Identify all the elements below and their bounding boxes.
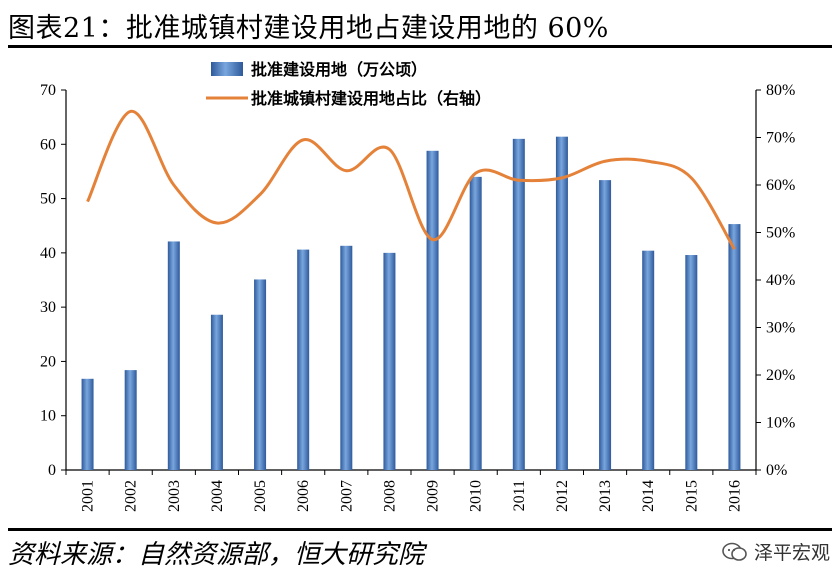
wechat-icon — [722, 542, 747, 561]
bar — [599, 180, 612, 470]
combo-chart: 0 10 20 30 40 50 60 70 0% 10% 20% 30% 40% 50% 60% 70% 80… — [40, 60, 795, 512]
x-tick-label: 2005 — [252, 480, 269, 512]
bar — [685, 255, 698, 470]
bar — [426, 150, 439, 471]
legend-bar-label: 批准建设用地（万公顷） — [251, 60, 427, 79]
right-tick-label: 20% — [766, 367, 795, 384]
bar — [81, 378, 94, 470]
right-tick-label: 10% — [766, 415, 795, 432]
chart-title: 图表21：批准城镇村建设用地占建设用地的 60% — [8, 13, 609, 44]
bar — [728, 224, 741, 470]
x-tick-label: 2010 — [468, 480, 485, 512]
bar-series-group — [81, 136, 741, 471]
right-tick-label: 70% — [766, 130, 795, 147]
x-tick-label: 2003 — [166, 480, 183, 512]
x-tick-label: 2001 — [80, 480, 97, 512]
x-tick-label: 2012 — [554, 480, 571, 512]
axes-group: 0 10 20 30 40 50 60 70 0% 10% 20% 30% 40% 50% 60% 70% 80… — [40, 82, 795, 512]
x-tick-label: 2004 — [209, 480, 226, 512]
bar — [210, 314, 223, 470]
x-tick-label: 2006 — [295, 480, 312, 512]
left-tick-label: 10 — [40, 408, 56, 425]
right-tick-label: 50% — [766, 225, 795, 242]
x-tick-label: 2016 — [726, 480, 743, 512]
title-rule — [8, 45, 832, 48]
right-tick-label: 30% — [766, 320, 795, 337]
legend-bar-swatch — [211, 62, 243, 76]
left-tick-label: 30 — [40, 299, 56, 316]
bar — [254, 279, 267, 470]
bar — [469, 176, 482, 470]
x-tick-label: 2014 — [640, 480, 657, 512]
left-tick-label: 20 — [40, 353, 56, 370]
legend: 批准建设用地（万公顷） 批准城镇村建设用地占比（右轴） — [206, 60, 491, 108]
source-note: 资料来源：自然资源部，恒大研究院 — [8, 540, 425, 570]
bar — [642, 250, 655, 470]
left-tick-label: 60 — [40, 136, 56, 153]
series-line — [86, 109, 736, 250]
right-tick-label: 60% — [766, 177, 795, 194]
bar — [124, 370, 137, 470]
x-tick-label: 2011 — [511, 480, 528, 511]
x-tick-label: 2015 — [683, 480, 700, 512]
source-rule — [8, 528, 832, 531]
right-tick-label: 40% — [766, 272, 795, 289]
bar — [512, 138, 525, 470]
watermark: 泽平宏观 — [722, 538, 830, 565]
legend-line-label: 批准城镇村建设用地占比（右轴） — [251, 89, 491, 108]
bar — [555, 136, 568, 470]
watermark-text: 泽平宏观 — [753, 542, 830, 564]
x-tick-label: 2013 — [597, 480, 614, 512]
x-tick-label: 2009 — [425, 480, 442, 512]
x-tick-label: 2007 — [338, 480, 355, 512]
left-tick-label: 0 — [48, 462, 56, 479]
bar — [167, 241, 180, 470]
bar — [297, 249, 310, 470]
right-tick-label: 0% — [766, 462, 787, 479]
bar — [383, 252, 396, 470]
right-tick-label: 80% — [766, 82, 795, 99]
left-tick-label: 70 — [40, 82, 56, 99]
x-tick-label: 2008 — [381, 480, 398, 512]
left-tick-label: 50 — [40, 191, 56, 208]
x-tick-label: 2002 — [123, 480, 140, 512]
line-series-group — [86, 109, 736, 250]
bar — [340, 245, 353, 470]
left-tick-label: 40 — [40, 245, 56, 262]
